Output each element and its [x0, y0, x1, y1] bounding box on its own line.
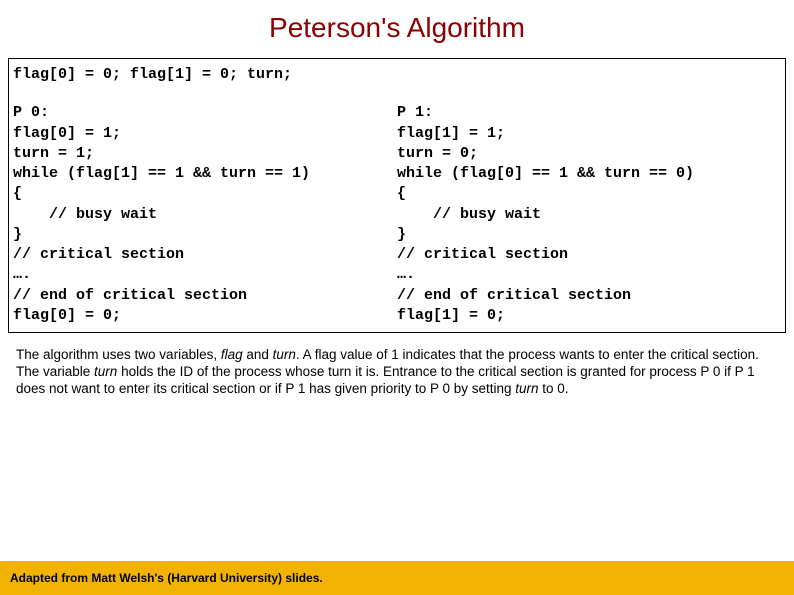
code-box: flag[0] = 0; flag[1] = 0; turn; P 0: fla… [8, 58, 786, 333]
code-columns: P 0: flag[0] = 1; turn = 1; while (flag[… [13, 103, 781, 326]
explain-i2: turn [273, 347, 296, 362]
explain-t2: and [243, 347, 273, 362]
explain-i4: turn [515, 381, 538, 396]
explain-i1: flag [221, 347, 243, 362]
explain-t1: The algorithm uses two variables, [16, 347, 221, 362]
footer-bar: Adapted from Matt Welsh's (Harvard Unive… [0, 561, 794, 595]
explain-t4: holds the ID of the process whose turn i… [16, 364, 755, 396]
footer-text: Adapted from Matt Welsh's (Harvard Unive… [10, 571, 323, 585]
code-p0: P 0: flag[0] = 1; turn = 1; while (flag[… [13, 103, 397, 326]
explain-i3: turn [94, 364, 117, 379]
code-p1: P 1: flag[1] = 1; turn = 0; while (flag[… [397, 103, 781, 326]
code-init: flag[0] = 0; flag[1] = 0; turn; [13, 65, 781, 85]
explanation-text: The algorithm uses two variables, flag a… [16, 347, 778, 398]
explain-t5: to 0. [539, 381, 569, 396]
slide-title: Peterson's Algorithm [0, 0, 794, 54]
